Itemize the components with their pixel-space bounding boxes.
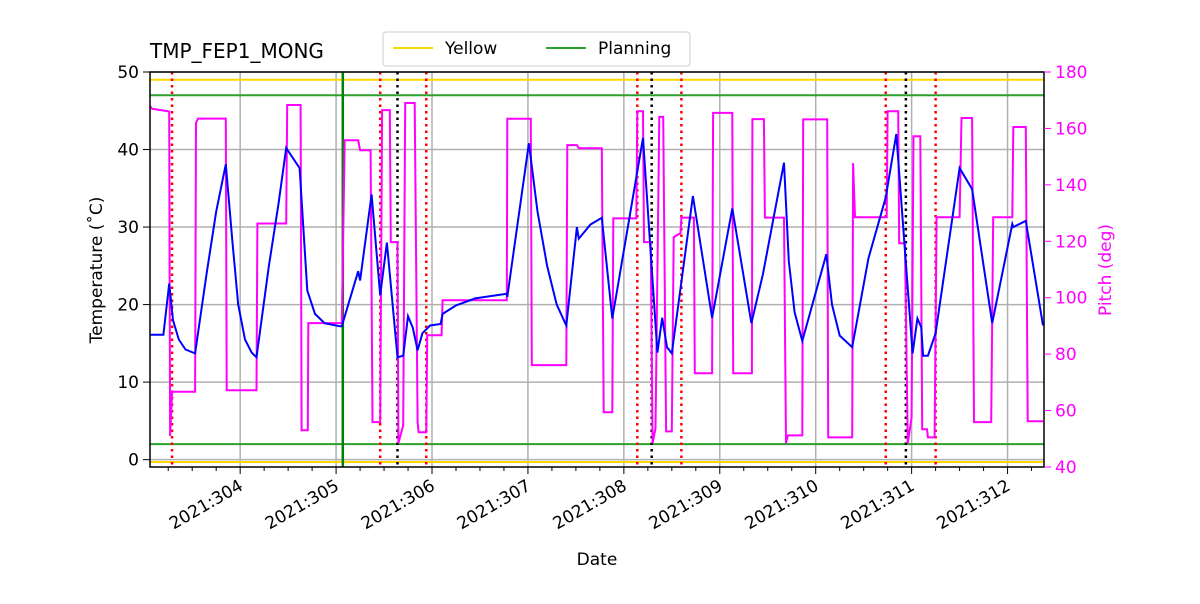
y-axis-label: Temperature (˚C) (86, 197, 107, 345)
y2-tick-label: 40 (1055, 458, 1077, 478)
x-tick-label: 2021:312 (934, 476, 1015, 534)
legend-label-yellow: Yellow (444, 39, 497, 59)
temperature-series-line (150, 133, 1044, 360)
y-tick-label: 40 (117, 141, 139, 161)
y-tick-label: 50 (117, 63, 139, 83)
y2-tick-label: 180 (1055, 63, 1087, 83)
legend-label-planning: Planning (598, 39, 671, 59)
x-tick-label: 2021:306 (358, 476, 439, 534)
y2-axis-label: Pitch (deg) (1096, 224, 1116, 316)
y-tick-label: 0 (128, 451, 139, 471)
y2-tick-label: 140 (1055, 176, 1087, 196)
x-axis-label: Date (577, 550, 618, 570)
x-tick-label: 2021:307 (454, 476, 535, 534)
x-tick-label: 2021:310 (742, 476, 823, 534)
x-tick-label: 2021:304 (166, 476, 247, 534)
x-tick-label: 2021:308 (550, 476, 631, 534)
chart-title: TMP_FEP1_MONG (149, 39, 324, 63)
y2-tick-label: 60 (1055, 402, 1077, 422)
grid (150, 71, 1044, 467)
limit-lines (150, 78, 1044, 463)
x-tick-label: 2021:311 (838, 476, 919, 534)
y-tick-label: 20 (117, 296, 139, 316)
y-tick-label: 30 (117, 218, 139, 238)
pitch-series-line (149, 102, 1043, 444)
legend: Yellow Planning (382, 31, 691, 67)
y2-tick-label: 100 (1055, 289, 1087, 309)
x-tick-label: 2021:305 (262, 476, 343, 534)
plot-frame (149, 71, 1045, 468)
y-tick-label: 10 (117, 373, 139, 393)
y2-tick-label: 80 (1055, 345, 1077, 365)
x-tick-label: 2021:309 (646, 476, 727, 534)
y2-tick-label: 120 (1055, 232, 1087, 252)
series (149, 102, 1044, 444)
y2-tick-label: 160 (1055, 119, 1087, 139)
legend-box (382, 31, 691, 67)
